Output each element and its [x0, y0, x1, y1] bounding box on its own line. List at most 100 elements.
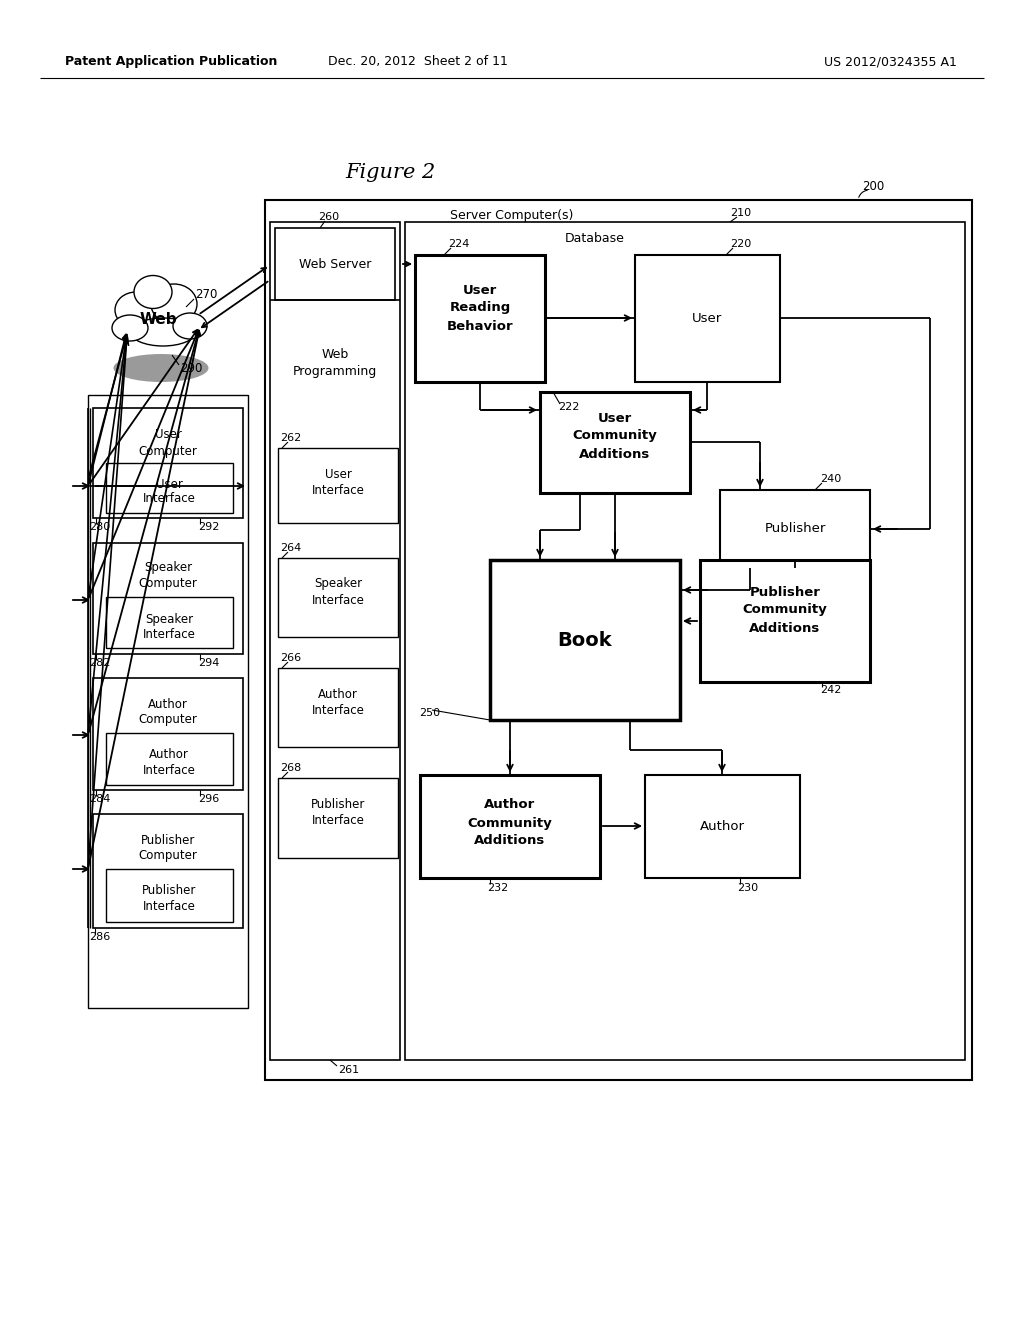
- Text: Author: Author: [318, 688, 358, 701]
- Text: Publisher: Publisher: [764, 523, 825, 536]
- Bar: [93, 408, 243, 517]
- Text: 282: 282: [89, 657, 111, 668]
- Text: US 2012/0324355 A1: US 2012/0324355 A1: [823, 55, 956, 69]
- Ellipse shape: [151, 284, 197, 323]
- Text: 250: 250: [419, 708, 440, 718]
- Text: Web: Web: [322, 348, 348, 362]
- Text: Interface: Interface: [142, 627, 196, 640]
- Text: Computer: Computer: [138, 445, 198, 458]
- Bar: [106, 463, 233, 513]
- Bar: [93, 678, 243, 789]
- Text: Interface: Interface: [142, 492, 196, 506]
- Text: Speaker: Speaker: [145, 612, 194, 626]
- Text: 262: 262: [280, 433, 301, 444]
- Ellipse shape: [130, 318, 196, 346]
- Text: Reading: Reading: [450, 301, 511, 314]
- Text: Patent Application Publication: Patent Application Publication: [65, 55, 278, 69]
- Text: 210: 210: [730, 209, 752, 218]
- Text: Speaker: Speaker: [314, 578, 362, 590]
- Text: 261: 261: [338, 1065, 359, 1074]
- Bar: [278, 447, 398, 523]
- Bar: [270, 222, 400, 1060]
- Text: 220: 220: [730, 239, 752, 249]
- Bar: [700, 560, 870, 682]
- Text: 294: 294: [198, 657, 219, 668]
- Text: User: User: [692, 312, 722, 325]
- Text: Publisher: Publisher: [750, 586, 820, 598]
- Bar: [540, 392, 690, 492]
- Bar: [106, 869, 233, 921]
- Text: Programming: Programming: [293, 366, 377, 379]
- Text: Additions: Additions: [580, 447, 650, 461]
- Text: 290: 290: [180, 362, 203, 375]
- Text: Web: Web: [139, 313, 177, 327]
- Text: Computer: Computer: [138, 713, 198, 726]
- Text: User: User: [156, 478, 182, 491]
- Bar: [275, 228, 395, 300]
- Text: Community: Community: [742, 603, 827, 616]
- Text: 232: 232: [487, 883, 508, 894]
- Bar: [406, 222, 965, 1060]
- Bar: [93, 543, 243, 653]
- Bar: [88, 395, 248, 1008]
- Text: 200: 200: [862, 181, 885, 194]
- Text: Interface: Interface: [142, 900, 196, 913]
- Text: 260: 260: [318, 213, 339, 222]
- Ellipse shape: [114, 354, 209, 381]
- Text: Community: Community: [572, 429, 657, 442]
- Text: Speaker: Speaker: [144, 561, 193, 574]
- Text: 292: 292: [198, 521, 219, 532]
- Text: Author: Author: [699, 820, 744, 833]
- Text: Server Computer(s): Server Computer(s): [450, 210, 573, 223]
- Text: Interface: Interface: [311, 813, 365, 826]
- Bar: [645, 775, 800, 878]
- Text: Interface: Interface: [311, 483, 365, 496]
- Text: Additions: Additions: [750, 622, 820, 635]
- Bar: [106, 733, 233, 785]
- Text: User: User: [155, 429, 181, 441]
- Text: 224: 224: [449, 239, 469, 249]
- Text: 230: 230: [737, 883, 758, 894]
- Ellipse shape: [115, 292, 157, 327]
- Bar: [635, 255, 780, 381]
- Text: Author: Author: [484, 799, 536, 812]
- Text: Additions: Additions: [474, 834, 546, 847]
- Text: Dec. 20, 2012  Sheet 2 of 11: Dec. 20, 2012 Sheet 2 of 11: [328, 55, 508, 69]
- Text: Behavior: Behavior: [446, 319, 513, 333]
- Text: Author: Author: [148, 697, 188, 710]
- Text: Web Server: Web Server: [299, 257, 371, 271]
- Bar: [415, 255, 545, 381]
- Ellipse shape: [173, 313, 207, 339]
- Bar: [106, 597, 233, 648]
- Text: 222: 222: [558, 403, 580, 412]
- Text: Interface: Interface: [311, 704, 365, 717]
- Text: User: User: [598, 412, 632, 425]
- Bar: [720, 490, 870, 568]
- Bar: [490, 560, 680, 719]
- Bar: [278, 558, 398, 638]
- Bar: [420, 775, 600, 878]
- Text: Computer: Computer: [138, 849, 198, 862]
- Text: 240: 240: [820, 474, 842, 484]
- Text: User: User: [463, 284, 497, 297]
- Text: Figure 2: Figure 2: [345, 162, 435, 181]
- Bar: [93, 814, 243, 928]
- Text: Community: Community: [468, 817, 552, 829]
- Text: 280: 280: [89, 521, 111, 532]
- Text: 268: 268: [280, 763, 301, 774]
- Text: Author: Author: [150, 748, 189, 762]
- Bar: [265, 201, 972, 1080]
- Text: Publisher: Publisher: [141, 884, 197, 898]
- Text: User: User: [325, 467, 351, 480]
- Text: 264: 264: [280, 543, 301, 553]
- Text: Database: Database: [565, 231, 625, 244]
- Text: Publisher: Publisher: [311, 797, 366, 810]
- Text: Computer: Computer: [138, 577, 198, 590]
- Text: 242: 242: [820, 685, 842, 696]
- Text: Publisher: Publisher: [141, 833, 196, 846]
- Text: Book: Book: [558, 631, 612, 649]
- Ellipse shape: [112, 315, 148, 341]
- Text: Interface: Interface: [311, 594, 365, 606]
- Ellipse shape: [134, 276, 172, 309]
- Text: 266: 266: [280, 653, 301, 663]
